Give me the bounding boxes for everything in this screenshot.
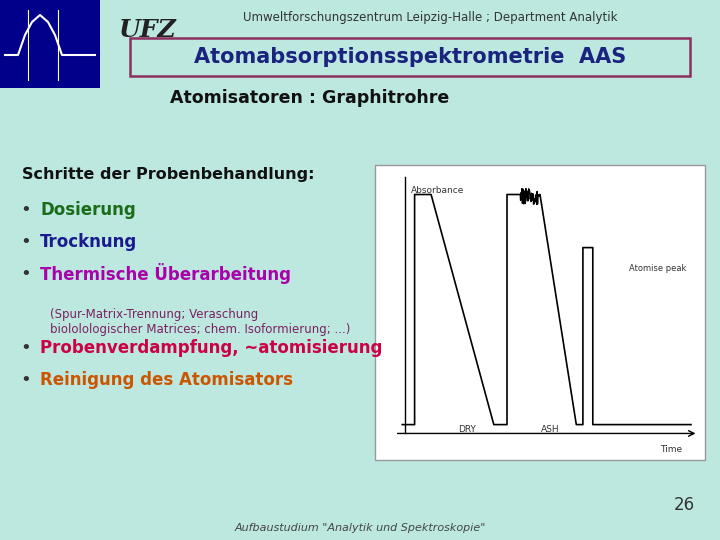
- Text: Probenverdampfung, ~atomisierung: Probenverdampfung, ~atomisierung: [40, 339, 382, 357]
- Text: •: •: [20, 339, 31, 357]
- Text: Atomisatoren : Graphitrohre: Atomisatoren : Graphitrohre: [171, 89, 449, 107]
- Text: •: •: [20, 201, 31, 219]
- Text: Dosierung: Dosierung: [40, 201, 136, 219]
- Bar: [375, 165, 705, 460]
- Text: UFZ: UFZ: [119, 18, 177, 42]
- Text: Thermische Überarbeitung: Thermische Überarbeitung: [40, 264, 291, 285]
- Text: Atomabsorptionsspektrometrie  AAS: Atomabsorptionsspektrometrie AAS: [194, 47, 626, 67]
- Text: ASH: ASH: [541, 424, 559, 434]
- Text: Time: Time: [660, 446, 682, 454]
- Bar: [130, 38, 690, 76]
- Text: Atomise peak: Atomise peak: [629, 264, 686, 273]
- Text: Umweltforschungszentrum Leipzig-Halle ; Department Analytik: Umweltforschungszentrum Leipzig-Halle ; …: [243, 11, 617, 24]
- Bar: [0, 0, 100, 88]
- Text: •: •: [20, 233, 31, 251]
- Text: Reinigung des Atomisators: Reinigung des Atomisators: [40, 371, 293, 389]
- Text: Absorbance: Absorbance: [411, 186, 464, 194]
- Text: Trocknung: Trocknung: [40, 233, 138, 251]
- Text: Aufbaustudium "Analytik und Spektroskopie": Aufbaustudium "Analytik und Spektroskopi…: [234, 523, 486, 533]
- Text: Schritte der Probenbehandlung:: Schritte der Probenbehandlung:: [22, 167, 315, 183]
- Text: DRY: DRY: [459, 424, 477, 434]
- Text: 26: 26: [674, 496, 695, 514]
- Text: •: •: [20, 265, 31, 283]
- Text: (Spur-Matrix-Trennung; Veraschung
biololologischer Matrices; chem. Isoformierung: (Spur-Matrix-Trennung; Veraschung biolol…: [50, 308, 351, 336]
- Text: •: •: [20, 371, 31, 389]
